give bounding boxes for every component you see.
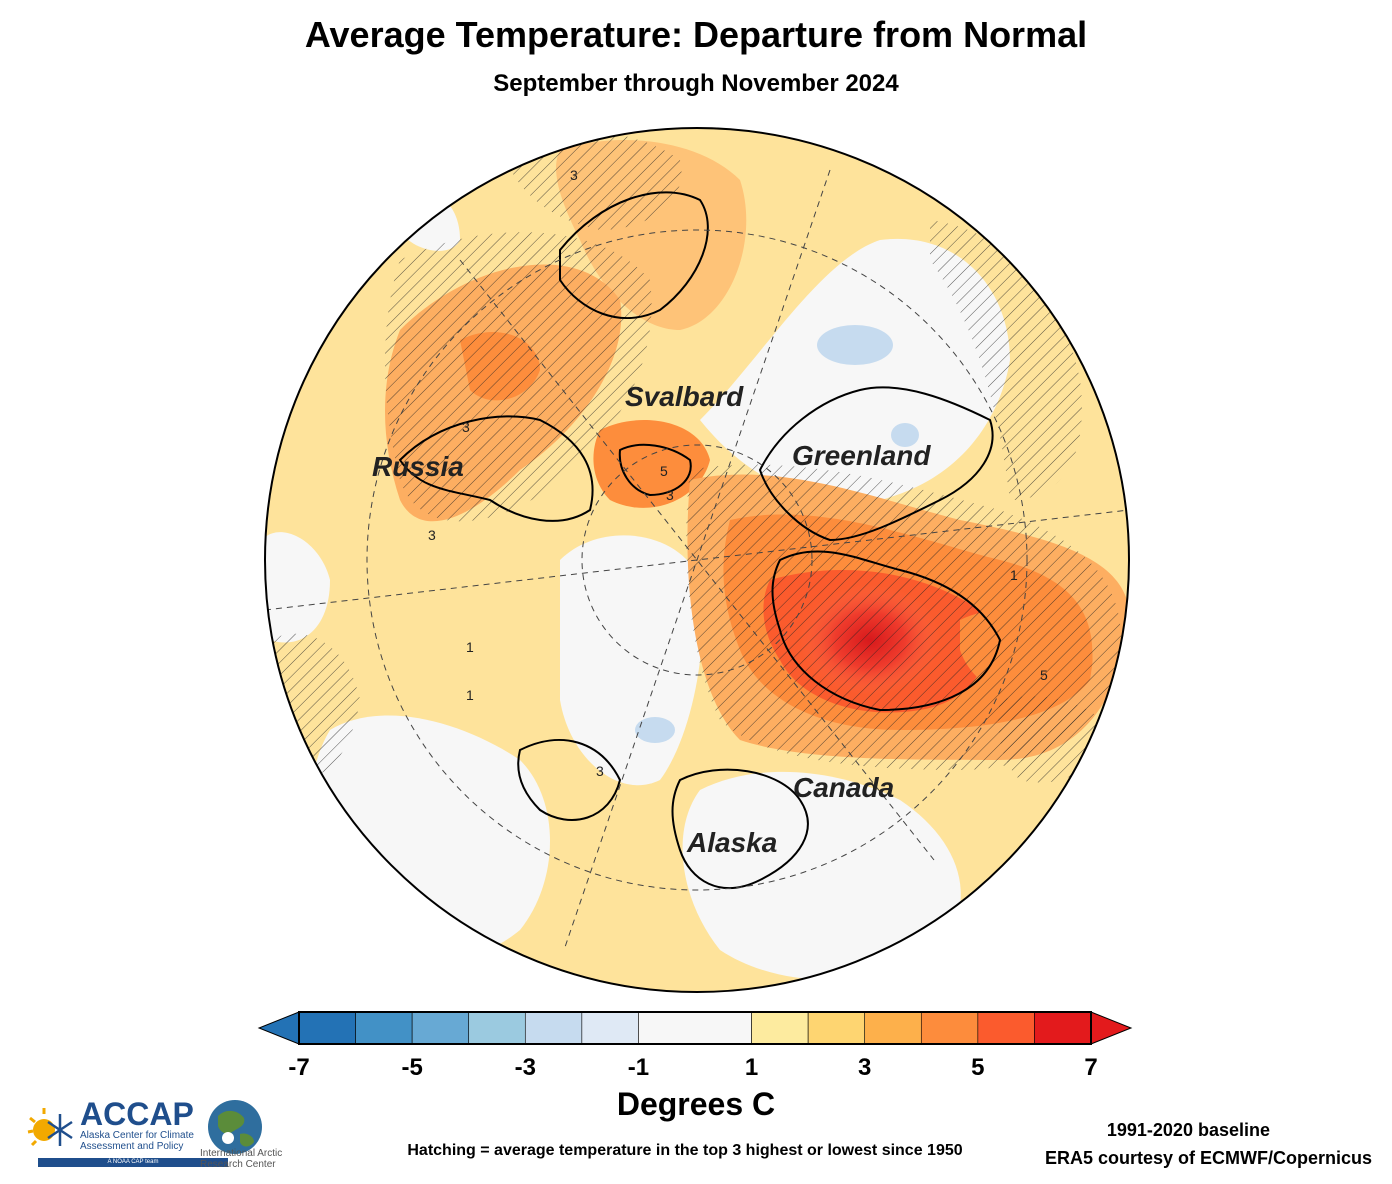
- coastline-russia: [398, 415, 594, 522]
- colorbar-tick-label: -3: [514, 1054, 536, 1081]
- contour-label: 1: [1010, 567, 1018, 583]
- label-russia: Russia: [372, 451, 464, 482]
- contour-label: 3: [596, 763, 604, 779]
- cool-anomaly-greenland: [817, 325, 893, 365]
- colorbar-outline: [298, 1011, 1092, 1045]
- colorbar-segment: [751, 1011, 809, 1045]
- colorbar-segment: [298, 1011, 356, 1045]
- colorbar-segment: [977, 1011, 1035, 1045]
- near-normal-alaska: [682, 771, 961, 980]
- map-boundary: [264, 127, 1130, 993]
- colorbar-tick-label: 5: [971, 1054, 985, 1081]
- graticule-meridian-3: [265, 509, 1129, 611]
- colorbar-segment: [468, 1011, 526, 1045]
- sun-snowflake-icon: [27, 1108, 73, 1147]
- colorbar-tick-label: 3: [858, 1054, 872, 1081]
- contour-label: 5: [660, 463, 668, 479]
- label-alaska: Alaska: [686, 827, 777, 858]
- cool-anomaly-arctic: [635, 717, 675, 743]
- colorbar-segment: [1034, 1011, 1092, 1045]
- colorbar: [257, 1011, 1133, 1045]
- colorbar-units: Degrees C: [616, 1086, 776, 1122]
- colorbar-segment: [920, 1011, 979, 1045]
- chart-title: Average Temperature: Departure from Norm…: [304, 14, 1088, 55]
- chart-subtitle: September through November 2024: [493, 70, 899, 97]
- coastline-svalbard: [618, 443, 692, 497]
- colorbar-tick-label: -7: [288, 1054, 310, 1081]
- colorbar-segment: [581, 1011, 639, 1045]
- accap-logo: ACCAP Alaska Center for Climate Assessme…: [26, 1096, 228, 1167]
- coastline-greenland: [758, 386, 994, 542]
- colorbar-segment: [864, 1011, 922, 1045]
- label-svalbard: Svalbard: [625, 381, 744, 412]
- contour-label: 3: [570, 167, 578, 183]
- contour-label: 5: [1040, 667, 1048, 683]
- colorbar-segment: [411, 1011, 470, 1045]
- colorbar-tick-label: -5: [401, 1054, 423, 1081]
- cool-anomaly-greenland-2: [891, 423, 919, 447]
- label-greenland: Greenland: [792, 440, 931, 471]
- contour-label: 3: [666, 487, 674, 503]
- accap-subtag: A NOAA CAP team: [38, 1158, 228, 1167]
- near-normal-west: [265, 532, 330, 643]
- contour-label: 1: [466, 687, 474, 703]
- globe-icon: [208, 1100, 262, 1154]
- baseline-note: 1991-2020 baseline: [1106, 1120, 1270, 1140]
- colorbar-tick-label: 1: [744, 1054, 759, 1081]
- coastline-chukotka: [517, 739, 622, 821]
- graticule-circle-70: [366, 229, 1028, 891]
- colorbar-under-arrow: [257, 1011, 300, 1045]
- accap-tagline: Alaska Center for Climate Assessment and…: [80, 1130, 194, 1152]
- colorbar-over-arrow: [1090, 1011, 1133, 1045]
- colorbar-tick-label: 7: [1084, 1054, 1098, 1081]
- coastline-scandinavia: [559, 191, 709, 319]
- hatch-north-atlantic: [930, 220, 1082, 500]
- hatching-note: Hatching = average temperature in the to…: [407, 1142, 963, 1159]
- colorbar-segment: [638, 1011, 752, 1045]
- contour-label: 3: [462, 419, 470, 435]
- hatch-canada: [686, 464, 1122, 770]
- colorbar-segment: [807, 1011, 866, 1045]
- iarc-name: International Arctic Research Center: [200, 1148, 283, 1170]
- contour-label: 3: [428, 527, 436, 543]
- data-credit: ERA5 courtesy of ECMWF/Copernicus: [1044, 1148, 1372, 1168]
- coastline-alaska: [671, 768, 809, 890]
- contour-label: 1: [466, 639, 474, 655]
- colorbar-segment: [524, 1011, 583, 1045]
- colorbar-tick-label: -1: [627, 1054, 650, 1081]
- coastline-canada: [771, 550, 1002, 712]
- label-canada: Canada: [793, 772, 894, 803]
- colorbar-segment: [355, 1011, 413, 1045]
- accap-name: ACCAP: [80, 1096, 194, 1132]
- iarc-logo: International Arctic Research Center: [200, 1098, 290, 1170]
- graticule-circle-80: [581, 444, 813, 676]
- near-normal-greenland-sea: [700, 238, 1010, 502]
